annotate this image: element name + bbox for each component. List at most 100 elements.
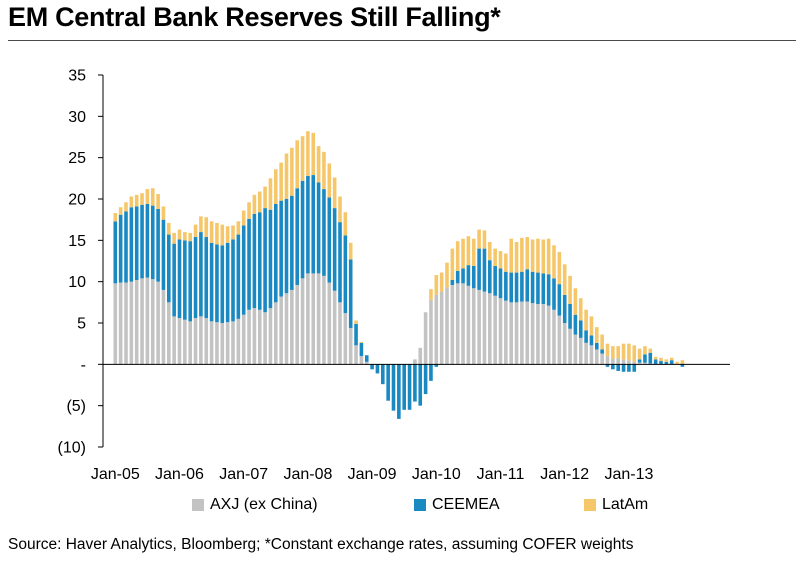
bar-axj [461, 283, 465, 365]
bar-axj [359, 356, 364, 365]
bar-ceemea [327, 197, 332, 283]
bar-latam [520, 237, 524, 272]
bar-latam [541, 239, 546, 274]
bar-axj [236, 318, 241, 365]
bar-ceemea [247, 218, 251, 310]
bar-ceemea [381, 364, 385, 385]
bar-latam [584, 309, 588, 331]
source-note: Source: Haver Analytics, Bloomberg; *Con… [8, 536, 634, 553]
bar-latam [354, 320, 358, 324]
bar-axj [439, 291, 444, 365]
bar-latam [509, 238, 513, 273]
bar-axj [145, 277, 150, 365]
bar-latam [439, 272, 444, 292]
legend-item-latam: LatAm [584, 496, 648, 514]
bar-ceemea [156, 208, 160, 282]
bar-axj [504, 300, 508, 365]
bar-latam [247, 202, 251, 219]
bar-latam [156, 194, 160, 209]
bar-axj [172, 316, 176, 365]
bar-axj [364, 361, 369, 365]
bar-latam [322, 151, 326, 190]
bar-axj [316, 273, 321, 365]
bar-ceemea [231, 239, 235, 322]
bar-axj [450, 284, 455, 365]
bar-axj [343, 313, 348, 365]
bar-axj [616, 358, 620, 365]
bar-axj [423, 312, 428, 365]
bar-ceemea [370, 364, 374, 370]
bar-latam [252, 194, 257, 214]
bar-latam [118, 207, 123, 215]
bar-ceemea [177, 239, 182, 319]
bar-ceemea [397, 364, 401, 419]
bar-latam [338, 196, 342, 223]
bar-latam [589, 316, 594, 336]
bar-latam [263, 186, 267, 209]
bar-latam [664, 359, 669, 362]
bar-latam [616, 346, 620, 359]
bar-latam [284, 153, 289, 199]
y-tick-label: (5) [66, 398, 86, 415]
bar-axj [209, 321, 214, 365]
x-tick-label: Jan-13 [604, 466, 653, 483]
legend-swatch-ceemea [414, 499, 426, 511]
bar-ceemea [530, 271, 535, 304]
bar-ceemea [263, 208, 267, 313]
bar-ceemea [546, 274, 551, 306]
bar-axj [193, 318, 198, 365]
bar-axj [134, 280, 139, 365]
bar-latam [209, 221, 214, 243]
bar-ceemea [466, 265, 471, 286]
bar-ceemea [295, 188, 299, 285]
bar-axj [477, 289, 481, 365]
bar-ceemea [605, 364, 610, 367]
bar-latam [611, 346, 615, 359]
bar-ceemea [573, 314, 578, 335]
bar-latam [659, 357, 663, 362]
bar-axj [632, 361, 637, 365]
bar-ceemea [493, 265, 497, 296]
bar-ceemea [520, 271, 524, 302]
bar-ceemea [311, 175, 316, 274]
bar-axj [118, 282, 123, 365]
bar-axj [199, 316, 203, 365]
bar-axj [140, 278, 144, 365]
bar-ceemea [455, 270, 460, 284]
bar-axj [279, 296, 283, 365]
bar-axj [177, 318, 182, 365]
x-tick-labels: Jan-05 Jan-06 Jan-07 Jan-08 Jan-09 Jan-10 Jan-… [91, 466, 654, 483]
bar-ceemea [536, 272, 540, 304]
bar-latam [295, 140, 299, 189]
bar-ceemea [637, 359, 642, 363]
bar-latam [177, 229, 182, 240]
bar-latam [161, 206, 166, 220]
bar-axj [252, 308, 257, 365]
bar-ceemea [364, 355, 369, 362]
bar-ceemea [589, 335, 594, 346]
bar-ceemea [215, 244, 219, 323]
bar-ceemea [129, 207, 134, 282]
bar-ceemea [145, 203, 150, 278]
bar-ceemea [402, 364, 406, 410]
bar-ceemea [659, 361, 663, 365]
bar-latam [113, 213, 118, 222]
x-tick-label: Jan-12 [540, 466, 589, 483]
bar-axj [241, 314, 246, 365]
bar-axj [573, 334, 578, 365]
bar-ceemea [611, 364, 615, 370]
bar-ceemea [621, 364, 626, 372]
bar-axj [220, 323, 225, 365]
x-tick-label: Jan-09 [348, 466, 397, 483]
bar-ceemea [193, 237, 198, 319]
bar-ceemea [124, 211, 128, 283]
bar-ceemea [386, 364, 390, 401]
bar-axj [578, 337, 583, 365]
bar-axj [225, 322, 230, 365]
bar-ceemea [209, 242, 214, 322]
bar-ceemea [150, 205, 155, 280]
bar-ceemea [306, 175, 310, 274]
bar-latam [568, 275, 572, 304]
y-tick-label: 35 [68, 68, 86, 85]
